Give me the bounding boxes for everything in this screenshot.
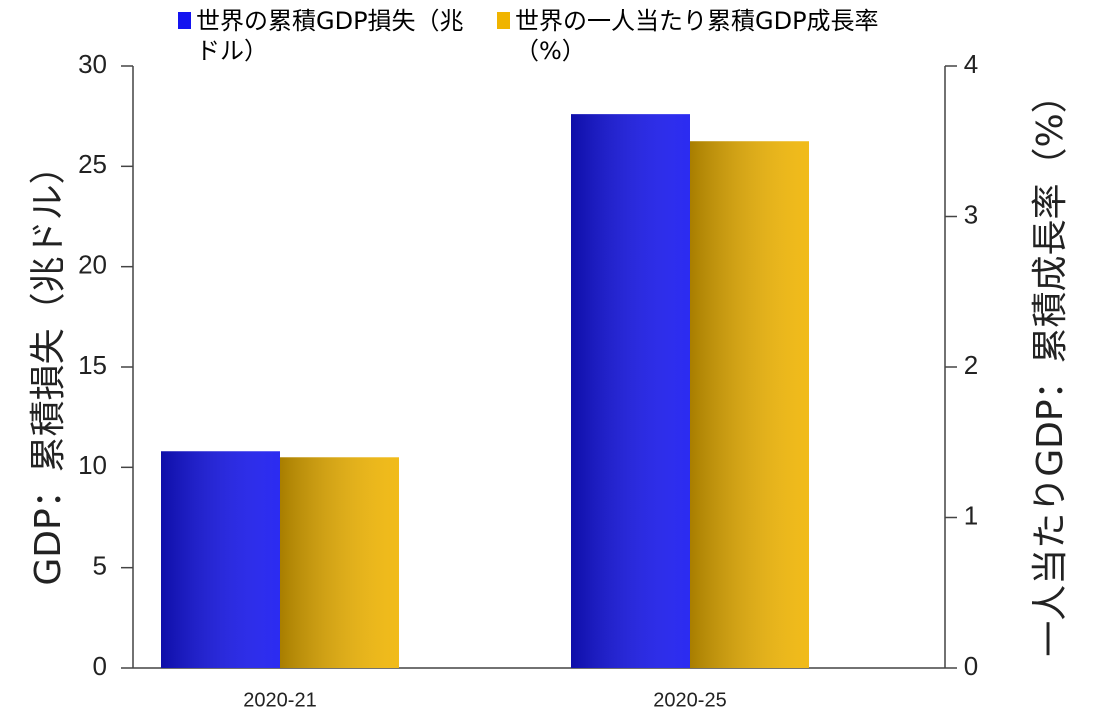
y-tick-label: 30 <box>78 49 107 79</box>
y-tick-label: 5 <box>93 551 107 581</box>
x-tick-label: 2020-25 <box>653 689 726 711</box>
legend-label: 世界の一人当たり累積GDP成長率（%） <box>515 7 879 65</box>
y-tick-label: 25 <box>78 149 107 179</box>
legend-swatch <box>178 12 191 29</box>
legend-label: 世界の累積GDP損失（兆ドル） <box>196 7 464 65</box>
y-tick-label: 10 <box>78 450 107 480</box>
y2-tick-label: 0 <box>964 651 978 681</box>
y2-tick-label: 4 <box>964 49 978 79</box>
y-tick-label: 0 <box>93 651 107 681</box>
legend-item: 世界の一人当たり累積GDP成長率（%） <box>497 6 885 66</box>
legend-item: 世界の累積GDP損失（兆ドル） <box>178 6 486 66</box>
bar <box>571 114 690 668</box>
y-axis-title: GDP：累積損失（兆ドル） <box>28 148 69 585</box>
y2-tick-label: 2 <box>964 350 978 380</box>
y-tick-label: 15 <box>78 350 107 380</box>
bar <box>690 141 809 668</box>
y-tick-label: 20 <box>78 250 107 280</box>
y2-tick-label: 3 <box>964 199 978 229</box>
bar <box>161 451 280 668</box>
y2-tick-label: 1 <box>964 500 978 530</box>
y2-axis-title: 一人当たりGDP：累積成長率（%） <box>1030 77 1071 657</box>
x-tick-label: 2020-21 <box>243 689 316 711</box>
legend-swatch <box>497 12 510 29</box>
bar <box>280 457 399 668</box>
